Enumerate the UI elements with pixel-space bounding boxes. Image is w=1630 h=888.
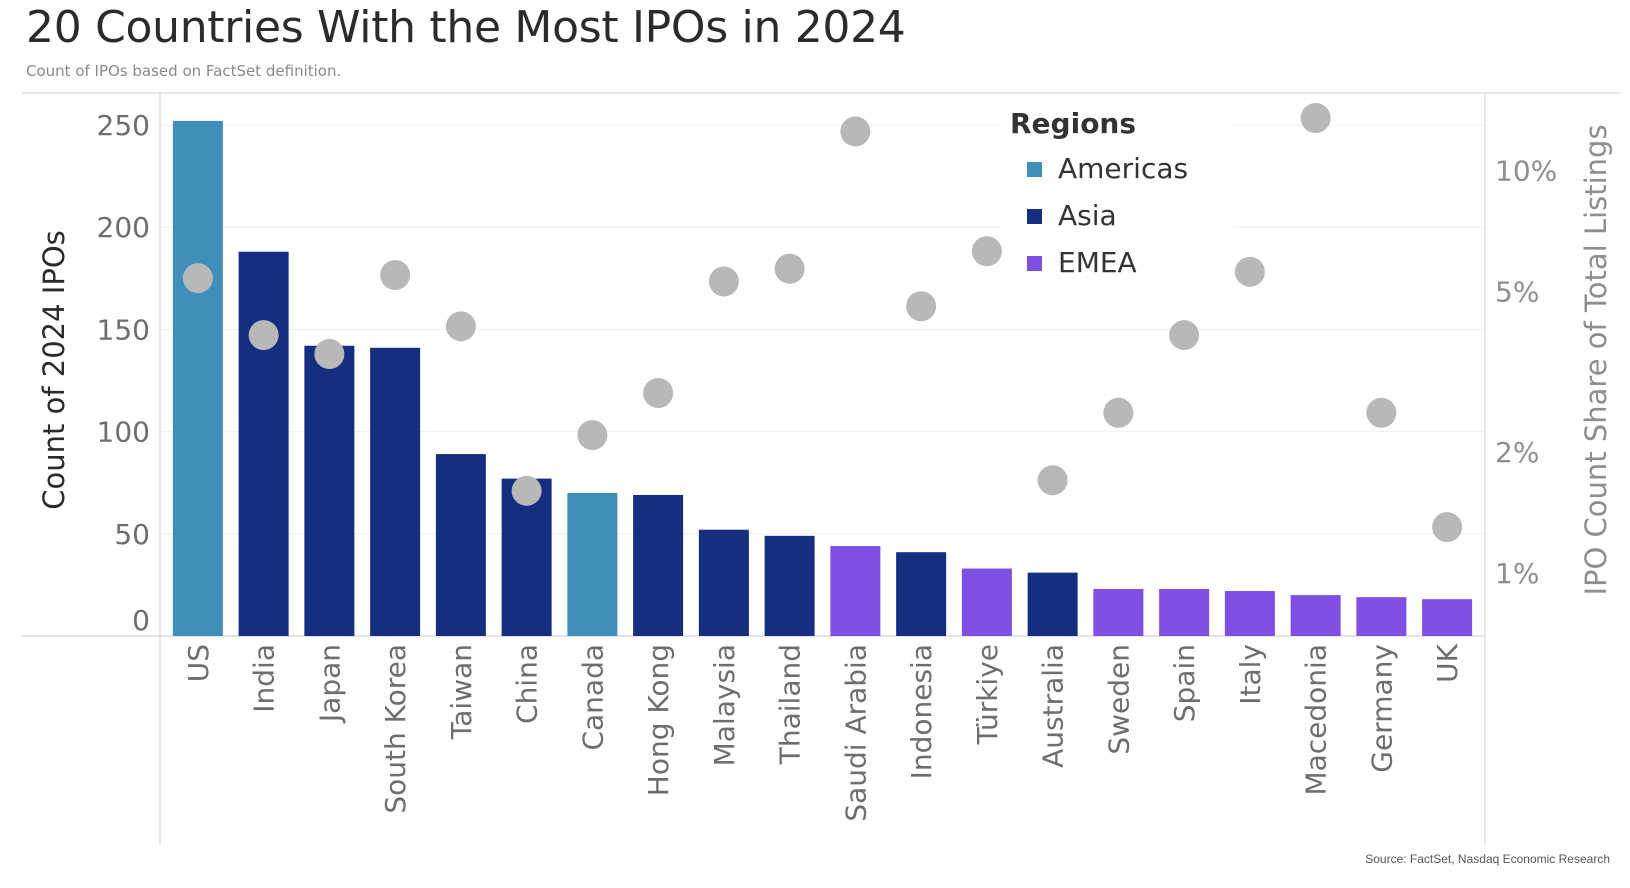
bar-australia[interactable]	[1027, 572, 1078, 636]
share-dot-thailand[interactable]	[774, 253, 805, 284]
gridlines	[160, 124, 1485, 535]
bar-malaysia[interactable]	[698, 529, 749, 636]
bar-canada[interactable]	[567, 492, 618, 636]
bars-layer	[172, 120, 1473, 637]
legend-title: Regions	[1010, 107, 1136, 140]
bar-taiwan[interactable]	[435, 454, 486, 636]
share-dot-macedonia[interactable]	[1300, 103, 1331, 133]
x-tick-label: US	[182, 644, 215, 682]
share-dot-uk[interactable]	[1432, 512, 1463, 543]
y2-tick-label: 1%	[1495, 557, 1539, 590]
x-tick-label: Sweden	[1102, 644, 1135, 755]
y-tick-label: 200	[97, 211, 150, 244]
bar-italy[interactable]	[1224, 591, 1275, 636]
chart-title: 20 Countries With the Most IPOs in 2024	[26, 2, 906, 53]
legend: Regions Americas Asia EMEA	[1002, 106, 1234, 286]
x-tick-label: China	[511, 644, 544, 724]
bar-indonesia[interactable]	[896, 552, 947, 636]
share-dot-italy[interactable]	[1234, 256, 1265, 287]
share-dot-hong-kong[interactable]	[643, 377, 674, 408]
bar-t-rkiye[interactable]	[961, 568, 1012, 636]
share-dot-malaysia[interactable]	[708, 266, 739, 297]
x-tick-label: Canada	[576, 644, 609, 751]
bar-macedonia[interactable]	[1290, 595, 1341, 636]
bar-japan[interactable]	[304, 345, 355, 636]
y-tick-label: 150	[97, 313, 150, 346]
share-dot-spain[interactable]	[1169, 320, 1200, 351]
share-dot-saudi-arabia[interactable]	[840, 116, 871, 147]
bar-saudi-arabia[interactable]	[830, 546, 881, 636]
share-dot-us[interactable]	[182, 263, 213, 294]
bar-south-korea[interactable]	[370, 347, 421, 636]
y-tick-label: 100	[97, 416, 150, 449]
y2-tick-label: 10%	[1495, 154, 1557, 187]
x-tick-label: Macedonia	[1300, 644, 1333, 796]
y2-tick-label: 5%	[1495, 276, 1539, 309]
x-tick-label: Japan	[313, 644, 346, 724]
bar-uk[interactable]	[1422, 599, 1473, 636]
bar-spain[interactable]	[1159, 588, 1210, 636]
x-tick-label: Spain	[1168, 644, 1201, 722]
share-dot-china[interactable]	[511, 475, 542, 506]
share-dot-india[interactable]	[248, 320, 279, 351]
x-tick-label: Germany	[1365, 644, 1398, 773]
share-dot-indonesia[interactable]	[906, 291, 937, 322]
source-note: Source: FactSet, Nasdaq Economic Researc…	[1365, 852, 1610, 866]
x-tick-label: Australia	[1037, 644, 1070, 768]
legend-swatch-americas	[1027, 162, 1042, 177]
x-tick-label: Hong Kong	[642, 644, 675, 796]
x-tick-label: Saudi Arabia	[839, 644, 872, 822]
x-tick-label: Italy	[1234, 644, 1267, 705]
share-dot-canada[interactable]	[577, 420, 608, 451]
share-dot-t-rkiye[interactable]	[971, 236, 1002, 267]
left-axis-title: Count of 2024 IPOs	[37, 230, 71, 510]
share-dot-south-korea[interactable]	[380, 259, 411, 290]
legend-label-americas[interactable]: Americas	[1058, 152, 1188, 185]
legend-label-emea[interactable]: EMEA	[1058, 246, 1137, 279]
legend-swatch-asia	[1027, 209, 1042, 224]
x-axis-ticks: US India Japan South Korea Taiwan China Canada…	[182, 643, 1464, 821]
x-tick-label: Thailand	[774, 644, 807, 765]
share-dot-sweden[interactable]	[1103, 397, 1134, 428]
x-tick-label: Türkiye	[971, 644, 1004, 745]
y-tick-label: 50	[114, 518, 150, 551]
dots-layer	[182, 103, 1463, 543]
x-tick-label: South Korea	[379, 644, 412, 814]
bar-hong-kong[interactable]	[633, 494, 684, 636]
y-tick-label: 0	[132, 604, 150, 637]
share-dot-australia[interactable]	[1037, 465, 1068, 496]
legend-label-asia[interactable]: Asia	[1058, 199, 1117, 232]
y2-tick-label: 2%	[1495, 436, 1539, 469]
x-tick-label: Indonesia	[905, 644, 938, 779]
bar-thailand[interactable]	[764, 535, 815, 636]
bar-us[interactable]	[172, 120, 223, 637]
chart-subtitle: Count of IPOs based on FactSet definitio…	[26, 62, 342, 80]
right-axis-title: IPO Count Share of Total Listings	[1579, 124, 1613, 595]
bar-sweden[interactable]	[1093, 588, 1144, 636]
y-tick-label: 250	[97, 109, 150, 142]
x-tick-label: UK	[1431, 643, 1464, 682]
right-axis-ticks: 1% 2% 5% 10%	[1495, 154, 1557, 590]
share-dot-taiwan[interactable]	[445, 311, 476, 342]
legend-swatch-emea	[1027, 256, 1042, 271]
x-tick-label: Malaysia	[708, 644, 741, 766]
x-tick-label: India	[248, 644, 281, 713]
x-tick-label: Taiwan	[445, 644, 478, 740]
left-axis-ticks: 0 50 100 150 200 250	[97, 109, 150, 637]
bar-germany[interactable]	[1356, 597, 1407, 636]
share-dot-japan[interactable]	[314, 338, 345, 369]
share-dot-germany[interactable]	[1366, 397, 1397, 428]
bar-india[interactable]	[238, 251, 289, 636]
